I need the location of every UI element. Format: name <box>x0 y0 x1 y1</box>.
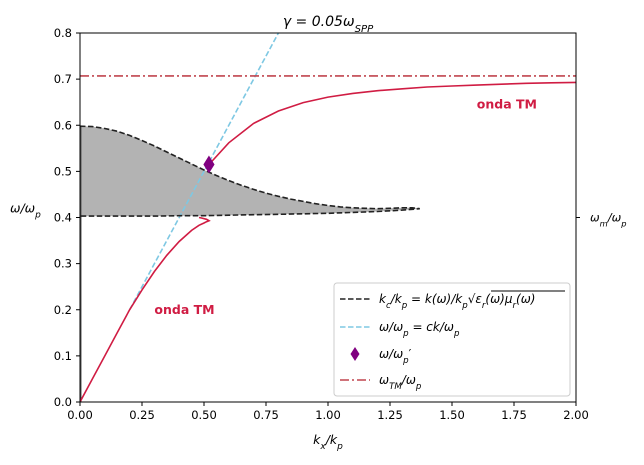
y-tick-label: 0.7 <box>54 72 72 86</box>
x-tick-label: 0.00 <box>67 408 93 422</box>
y-tick-label: 0.8 <box>54 26 72 40</box>
right-axis-label: ωm/ωp <box>590 211 626 229</box>
x-tick-label: 1.25 <box>377 408 403 422</box>
x-tick-label: 0.75 <box>253 408 279 422</box>
y-tick-label: 0.3 <box>54 257 72 271</box>
y-tick-label: 0.5 <box>54 164 72 178</box>
y-tick-label: 0.1 <box>54 349 72 363</box>
x-axis-label: kx/kp <box>313 432 343 452</box>
plot-area <box>80 33 576 402</box>
y-axis-label: ω/ωp <box>10 200 41 220</box>
y-tick-label: 0.2 <box>54 303 72 317</box>
intersection-marker <box>203 155 215 174</box>
y-tick-label: 0.4 <box>54 211 72 225</box>
y-tick-label: 0.6 <box>54 118 72 132</box>
legend-label-tm-asymptote: ωTM/ωp <box>379 373 422 392</box>
y-tick-label: 0.0 <box>54 395 72 409</box>
legend-label-marker: ω/ωp′ <box>379 347 412 366</box>
x-tick-label: 0.25 <box>129 408 155 422</box>
annotation-onda-tm-1: onda TM <box>154 302 214 317</box>
forbidden-band-fill <box>80 126 420 217</box>
light-line <box>128 33 280 311</box>
legend-handle-marker <box>350 347 360 361</box>
x-tick-label: 1.75 <box>501 408 527 422</box>
legend-label-kc: kc/kp = k(ω)/kp√εr(ω)μr(ω) <box>379 292 535 311</box>
legend-box <box>333 282 571 397</box>
x-tick-label: 2.00 <box>563 408 589 422</box>
tm-curve-lower <box>80 216 211 402</box>
annotation-onda-tm-0: onda TM <box>477 96 537 111</box>
x-tick-label: 1.50 <box>439 408 465 422</box>
tm-curve-upper <box>208 81 576 166</box>
kc-boundary-line <box>80 125 420 217</box>
chart-title: γ = 0.05ωSPP <box>283 14 374 35</box>
x-tick-label: 1.00 <box>315 408 341 422</box>
x-tick-label: 0.50 <box>191 408 217 422</box>
legend-label-light-line: ω/ωp = ck/ωp <box>379 320 460 339</box>
